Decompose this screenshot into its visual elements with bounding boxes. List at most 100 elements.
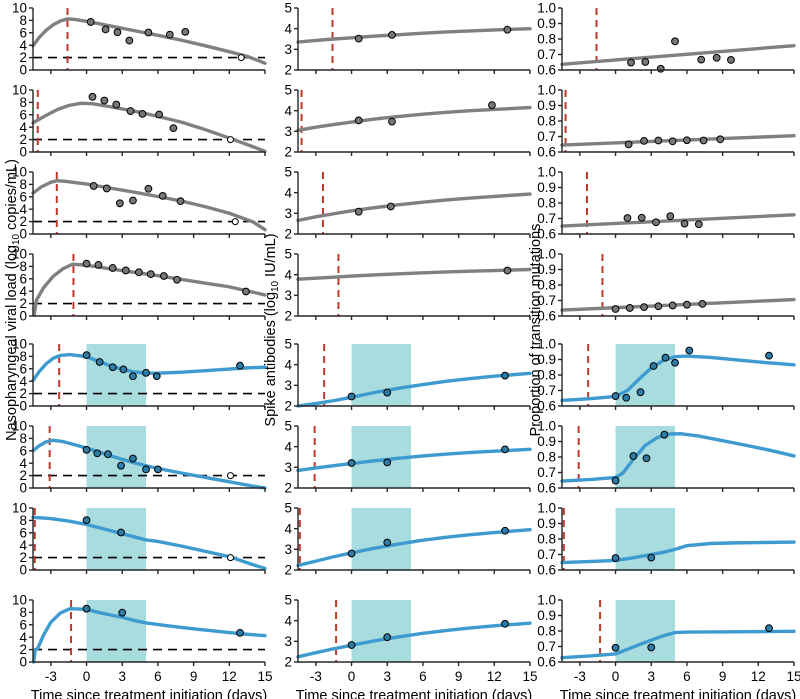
data-point <box>158 191 167 200</box>
y-tick-label: 0.9 <box>537 434 556 449</box>
y-tick-label: 0.9 <box>537 352 556 367</box>
data-point <box>134 268 143 277</box>
data-point <box>611 476 620 485</box>
panel-col2-row7: 2 3 4 5 <box>284 501 532 578</box>
y-tick-label: 4 <box>284 267 292 282</box>
model-fit-curve <box>296 105 532 132</box>
data-point <box>347 641 356 649</box>
treatment-window-shading <box>351 600 412 662</box>
y-tick-label: 0 <box>19 655 27 670</box>
panel-col2-row4: 2 3 4 5 <box>284 247 532 324</box>
model-fit-curve <box>296 447 532 473</box>
y-tick-label: 4 <box>19 630 27 645</box>
data-point <box>146 270 155 279</box>
data-point <box>354 116 363 125</box>
data-point <box>765 624 773 633</box>
data-point <box>668 301 677 310</box>
y-tick-label: 4 <box>19 202 27 217</box>
panel-col3-row2: 0.60.70.80.91.0 <box>537 83 796 160</box>
y-tick-label: 5 <box>284 83 292 98</box>
y-tick-label: 5 <box>284 1 292 16</box>
y-tick-label: 0.8 <box>537 278 556 293</box>
data-point <box>611 643 620 652</box>
data-point <box>623 214 632 222</box>
data-point <box>647 643 656 652</box>
data-point <box>625 304 634 312</box>
x-tick-label: 15 <box>257 669 272 684</box>
y-tick-label: 2 <box>284 145 292 160</box>
data-point <box>112 100 121 109</box>
data-point <box>89 182 98 190</box>
model-fit-curve <box>560 134 796 147</box>
y-tick-label: 2 <box>284 227 292 242</box>
y-tick-label: 0.8 <box>537 196 556 211</box>
treatment-window-shading <box>615 600 676 662</box>
y-tick-label: 0 <box>19 227 27 242</box>
data-point <box>661 353 670 362</box>
data-point <box>82 445 91 454</box>
data-point <box>129 196 137 205</box>
data-point <box>129 454 137 463</box>
data-point <box>165 30 174 39</box>
x-tick-label: 0 <box>612 669 620 684</box>
x-tick-label: 12 <box>751 669 766 684</box>
data-point-censored <box>227 554 234 562</box>
data-point <box>169 124 178 133</box>
model-fit-curve <box>560 213 796 228</box>
model-fit-curve <box>296 528 532 568</box>
y-tick-label: 0.7 <box>537 383 556 398</box>
data-point <box>611 554 620 562</box>
data-point <box>765 351 773 360</box>
y-tick-label: 0.6 <box>537 563 556 578</box>
data-point <box>117 528 125 537</box>
y-tick-label: 1.0 <box>537 419 556 434</box>
y-tick-label: 2 <box>19 642 27 657</box>
y-tick-label: 0.6 <box>537 145 556 160</box>
y-tick-label: 10 <box>12 247 27 262</box>
model-fit-curve <box>560 297 796 312</box>
y-tick-label: 0 <box>19 145 27 160</box>
data-point <box>152 372 161 381</box>
y-axis-label-col1: Nasopharyngeal viral load (log10 copies/… <box>4 159 22 441</box>
model-fit-curve <box>296 371 532 408</box>
y-tick-label: 3 <box>284 460 292 475</box>
data-point <box>683 136 691 145</box>
y-tick-label: 3 <box>284 634 292 649</box>
data-point <box>108 264 117 272</box>
data-point <box>383 538 392 547</box>
data-point <box>138 109 147 118</box>
y-tick-label: 0.7 <box>537 211 556 226</box>
y-tick-label: 0.9 <box>537 262 556 277</box>
y-tick-label: 5 <box>284 419 292 434</box>
panel-col2-row6: 2 3 4 5 <box>284 419 532 496</box>
data-point <box>671 37 679 46</box>
model-fit-curve <box>31 101 267 154</box>
y-tick-label: 2 <box>284 655 292 670</box>
data-point <box>347 459 356 467</box>
data-point <box>627 58 635 67</box>
y-tick-label: 6 <box>19 107 27 122</box>
panel-col2-row5: 2 3 4 5 <box>284 337 532 414</box>
data-point <box>113 28 122 37</box>
data-point <box>383 458 392 467</box>
x-tick-label: -3 <box>310 669 322 684</box>
y-tick-label: 1.0 <box>537 83 556 98</box>
y-tick-label: 10 <box>12 337 27 352</box>
data-point <box>100 96 109 105</box>
y-tick-label: 10 <box>12 165 27 180</box>
data-point <box>652 218 660 227</box>
y-tick-label: 0.6 <box>537 309 556 324</box>
data-point <box>93 449 102 458</box>
y-tick-label: 6 <box>19 271 27 286</box>
panel-col2-row1: 2 3 4 5 <box>284 1 532 78</box>
y-tick-label: 1.0 <box>537 337 556 352</box>
data-point <box>347 392 356 401</box>
y-tick-label: 1.0 <box>537 501 556 516</box>
y-tick-label: 8 <box>19 259 27 274</box>
y-tick-label: 0.6 <box>537 655 556 670</box>
data-point <box>388 30 396 39</box>
data-point-censored <box>227 136 234 144</box>
x-tick-label: 0 <box>348 669 356 684</box>
